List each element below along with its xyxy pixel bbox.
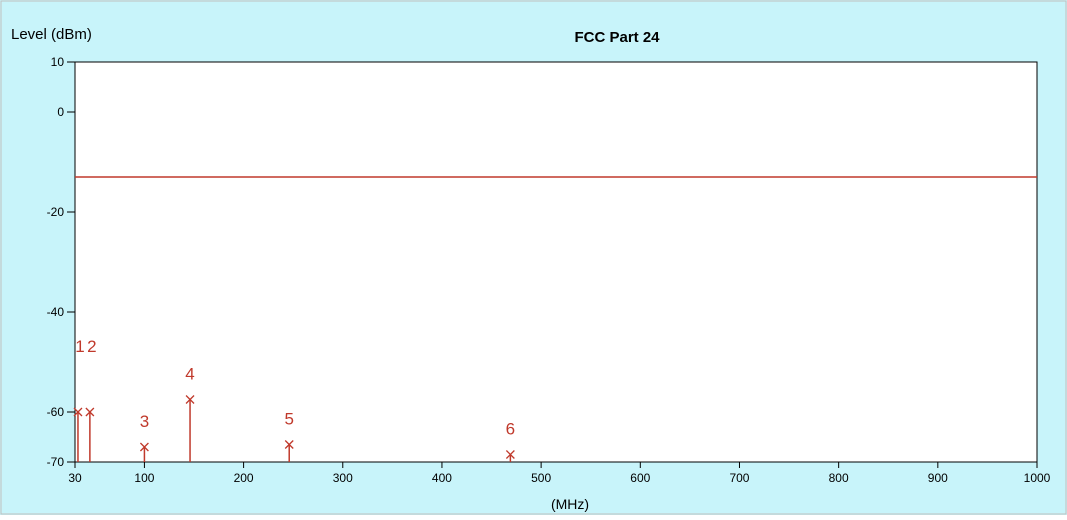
x-tick-label: 100 xyxy=(134,471,154,485)
marker-label: 1 xyxy=(75,337,84,356)
marker-5: 5 xyxy=(284,410,294,462)
marker-2: 2 xyxy=(85,337,97,462)
x-tick-label: 300 xyxy=(333,471,353,485)
y-tick-label: -20 xyxy=(47,205,65,219)
y-axis-ticks: 10 0 -20 -40 -60 -70 xyxy=(47,55,75,469)
plot-area xyxy=(74,61,1038,463)
y-tick-label: -70 xyxy=(47,455,65,469)
y-tick-label: -40 xyxy=(47,305,65,319)
marker-cross-b xyxy=(139,442,149,452)
x-tick-label: 700 xyxy=(729,471,749,485)
y-tick-label: 0 xyxy=(57,105,64,119)
x-tick-label: 600 xyxy=(630,471,650,485)
marker-label: 6 xyxy=(506,420,515,439)
x-tick-label: 400 xyxy=(432,471,452,485)
x-tick-label: 30 xyxy=(68,471,82,485)
chart-title: FCC Part 24 xyxy=(574,29,660,46)
x-axis-ticks: 30 100 200 300 400 500 600 700 800 900 1000 xyxy=(68,462,1051,485)
marker-1: 1 xyxy=(73,337,85,462)
marker-cross-b xyxy=(185,395,195,404)
x-tick-label: 1000 xyxy=(1024,471,1051,485)
y-tick-label: -60 xyxy=(47,405,65,419)
x-tick-label: 900 xyxy=(928,471,948,485)
marker-label: 5 xyxy=(284,410,293,429)
marker-cross-b xyxy=(505,450,515,459)
marker-cross-b xyxy=(73,407,83,417)
x-axis-label: (MHz) xyxy=(551,496,589,512)
y-axis-label: Level (dBm) xyxy=(11,26,92,43)
marker-4: 4 xyxy=(185,365,195,462)
marker-label: 4 xyxy=(185,365,194,384)
x-tick-label: 500 xyxy=(531,471,551,485)
x-tick-label: 200 xyxy=(234,471,254,485)
marker-cross-b xyxy=(284,440,294,449)
y-tick-label: 10 xyxy=(51,55,65,69)
markers: 1 2 3 4 5 6 xyxy=(73,337,515,462)
marker-cross-b xyxy=(85,407,95,417)
marker-label: 2 xyxy=(87,337,96,356)
x-tick-label: 800 xyxy=(829,471,849,485)
marker-6: 6 xyxy=(505,420,515,462)
marker-3: 3 xyxy=(140,412,149,462)
marker-label: 3 xyxy=(140,412,149,431)
